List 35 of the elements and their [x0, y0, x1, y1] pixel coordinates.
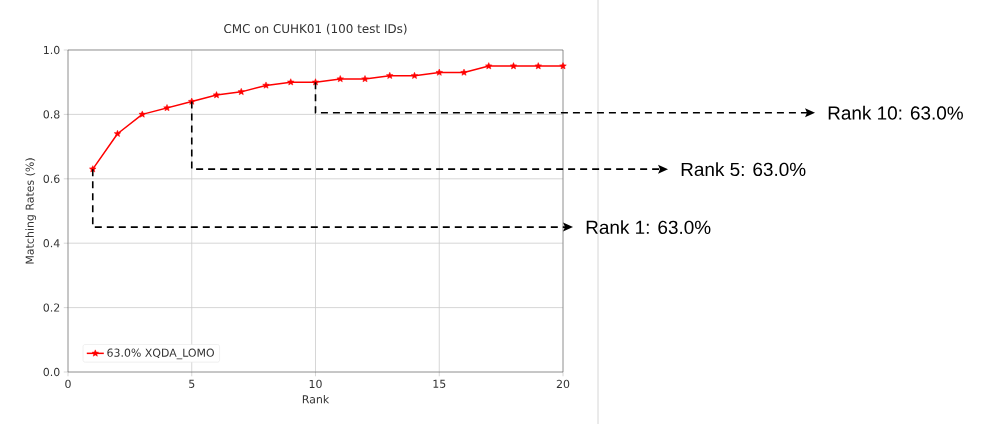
x-tick-label: 15	[433, 379, 446, 388]
point	[435, 68, 443, 76]
x-axis-title: Rank	[302, 394, 330, 404]
point	[237, 88, 245, 95]
y-tick-label: 0.4	[43, 239, 60, 248]
y-tick-label: 0.6	[43, 174, 60, 183]
point	[386, 72, 394, 79]
x-tick-label: 20	[556, 379, 570, 389]
y-tick-label: 1.0	[44, 45, 60, 55]
annotation: Rank 5: 63.0%	[681, 162, 806, 177]
point	[287, 78, 295, 86]
point	[212, 91, 221, 99]
point	[262, 81, 270, 89]
point	[485, 62, 493, 70]
legend-label: 63.0% XQDA_LOMO	[107, 348, 214, 360]
x-tick-label: 0	[65, 379, 71, 389]
point	[410, 72, 419, 79]
point	[509, 62, 518, 70]
point	[460, 68, 468, 76]
y-tick-label: 0.8	[43, 110, 60, 119]
point	[534, 62, 542, 70]
annotation: Rank 10: 63.0%	[828, 105, 963, 120]
point	[559, 62, 567, 70]
point	[113, 129, 122, 137]
annotation: Rank 1: 63.0%	[586, 220, 711, 235]
x-tick-label: 5	[189, 379, 195, 388]
y-tick-label: 0.0	[43, 367, 60, 377]
y-tick-label: 0.2	[43, 303, 60, 312]
point	[138, 110, 146, 118]
chart-title: CMC on CUHK01 (100 test IDs)	[224, 23, 407, 35]
point	[361, 75, 369, 83]
x-tick-label: 10	[309, 379, 322, 389]
y-axis-title: Matching Rates (%)	[25, 158, 36, 264]
point	[163, 104, 171, 112]
point	[336, 75, 344, 83]
